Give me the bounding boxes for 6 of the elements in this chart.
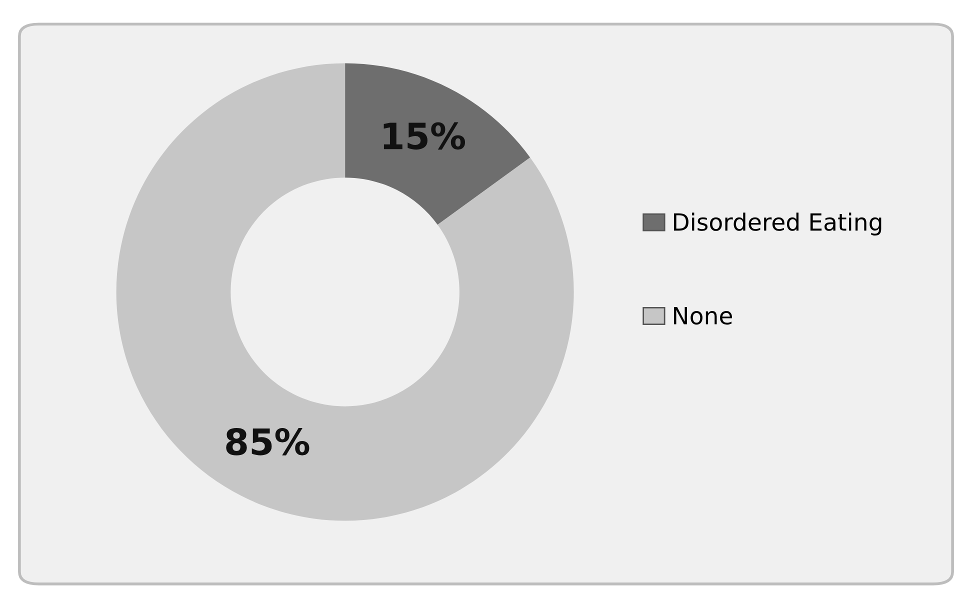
data-label: 15%	[384, 122, 466, 150]
donut-slice	[116, 63, 574, 521]
donut-slice	[345, 63, 530, 225]
data-label: 85%	[226, 428, 310, 456]
legend-label: None	[674, 307, 732, 325]
legend-label: Disordered Eating	[674, 212, 882, 236]
